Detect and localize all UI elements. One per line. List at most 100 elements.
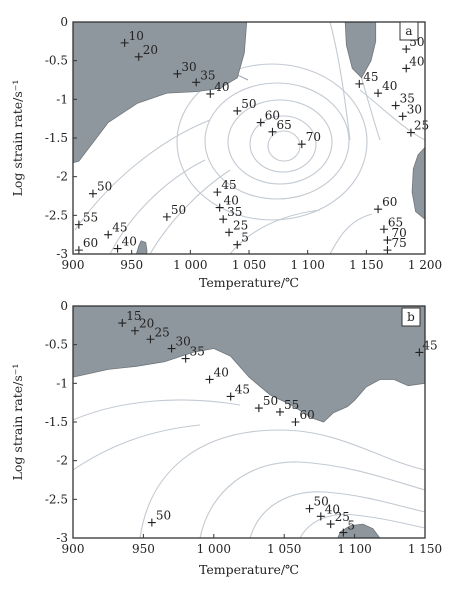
panel-b-contour-marker: 50 — [254, 394, 278, 413]
panel-a-plus-mark — [402, 64, 411, 73]
panel-b-plus-mark — [118, 319, 127, 328]
panel-a-contour-marker: 5 — [233, 231, 249, 249]
panel-b-contour-label: 50 — [156, 509, 171, 523]
panel-a-contour-label: 60 — [83, 236, 98, 250]
panel-a-contour-label: 35 — [200, 68, 215, 82]
panel-a-plus-mark — [74, 220, 83, 229]
panel-b-y-axis-title: Log strain rate/s⁻¹ — [10, 364, 25, 481]
panel-a-x-tick-label: 1 050 — [232, 258, 266, 272]
panel-b-x-tick-label: 1 150 — [408, 542, 442, 556]
panel-b-plus-mark — [326, 520, 335, 529]
panel-a-x-tick-label: 950 — [120, 258, 143, 272]
panel-b-y-tick-label: -3 — [56, 531, 68, 545]
panel-b-contour-label: 5 — [347, 519, 355, 533]
panel-a-plus-mark — [297, 140, 306, 149]
panel-a-contour-label: 50 — [97, 180, 112, 194]
panel-a-contour-marker: 40 — [113, 235, 137, 253]
panel-b-plus-mark — [167, 344, 176, 353]
panel-b-plus-mark — [339, 528, 348, 537]
panel-b-plus-mark — [130, 326, 139, 335]
panel-a-contour-label: 45 — [112, 221, 127, 235]
panel-a-contour-marker: 45 — [213, 178, 237, 197]
panel-a-contour-label: 60 — [265, 109, 280, 123]
panel-b-tag: b — [401, 307, 421, 327]
panel-a-contour-marker: 55 — [74, 211, 98, 229]
panel-a-plus-mark — [113, 244, 122, 253]
panel-a-plus-mark — [383, 236, 392, 245]
panel-a-plus-mark — [162, 212, 171, 221]
panel-b-instability-regions — [73, 306, 425, 538]
panel-a-contour-label: 25 — [414, 119, 429, 133]
panel-a-contour-marker: 60 — [74, 236, 98, 255]
panel-b-contour-label: 50 — [263, 394, 278, 408]
panel-b-contour-label: 25 — [154, 325, 169, 339]
panel-a-plus-mark — [233, 106, 242, 115]
panel-a-plus-mark — [268, 127, 277, 136]
panel-a-contour-label: 40 — [409, 54, 424, 68]
panel-a-instability-region-3 — [411, 146, 425, 220]
panel-b-x-tick-label: 950 — [132, 542, 155, 556]
panel-b-contour-marker: 25 — [326, 510, 350, 529]
panel-a-contour-marker: 35 — [192, 68, 215, 87]
panel-a-contour-label: 30 — [407, 102, 422, 116]
panel-b-contour-marker: 25 — [146, 325, 170, 344]
panel-a-contour-marker: 50 — [162, 203, 186, 221]
panel-b-plus-mark — [146, 335, 155, 344]
panel-b-instability-region-1 — [73, 306, 425, 423]
panel-b-y-tick-label: -2.5 — [45, 492, 68, 506]
panel-a-y-tick-label: -2.5 — [45, 208, 68, 222]
panel-a-x-tick-label: 1 150 — [349, 258, 383, 272]
panel-a-x-axis-title: Temperature/℃ — [199, 275, 299, 290]
panel-a-contour-label: 65 — [388, 215, 403, 229]
panel-b-contour-marker: 45 — [226, 382, 250, 401]
panel-a-contour-label: 35 — [227, 205, 242, 219]
panel-a-plus-mark — [406, 128, 415, 137]
panel-b-contour-label: 50 — [314, 495, 329, 509]
panel-a-label: a — [405, 24, 412, 38]
panel-a-tag: a — [399, 21, 419, 41]
panel-b-contour-label: 45 — [235, 382, 250, 396]
panel-b-x-axis-title: Temperature/℃ — [199, 562, 299, 577]
panel-a-plus-mark — [213, 188, 222, 197]
panel-a-y-tick-label: -1 — [56, 92, 68, 106]
panel-b-contour-marker: 45 — [415, 338, 438, 357]
panel-a: 1020303540506065704550404035302550554560… — [10, 15, 442, 290]
panel-a-contour-label: 60 — [382, 195, 397, 209]
panel-a-plus-mark — [74, 246, 83, 255]
panel-a-contour-marker: 65 — [379, 215, 403, 234]
panel-a-contour-markers: 1020303540506065704550404035302550554560… — [74, 29, 429, 255]
panel-b-contour-marker: 55 — [275, 398, 299, 416]
panel-a-contour-label: 5 — [241, 231, 249, 245]
panel-b-y-tick-label: -1.5 — [45, 415, 68, 429]
panel-a-y-axis-title: Log strain rate/s⁻¹ — [10, 80, 25, 197]
panel-a-instability-regions — [73, 22, 425, 254]
panel-a-plus-mark — [379, 225, 388, 234]
panel-a-contour-label: 50 — [241, 97, 256, 111]
panel-b-contour-marker: 40 — [316, 502, 340, 521]
panel-a-y-tick-label: -2 — [56, 170, 68, 184]
panel-b-contour-label: 60 — [299, 408, 314, 422]
panel-a-contour-marker: 25 — [225, 218, 248, 237]
panel-b-plus-mark — [305, 504, 314, 513]
panel-b-x-ticks: 900 950 1 000 1 050 1 100 1 150 — [62, 534, 442, 556]
panel-a-y-tick-label: -0.5 — [45, 54, 68, 68]
panel-b-y-tick-label: -0.5 — [45, 338, 68, 352]
panel-a-plus-mark — [104, 230, 113, 239]
panel-a-y-tick-label: -1.5 — [45, 131, 68, 145]
panel-b-instability-region-2 — [337, 523, 381, 538]
panel-a-plus-mark — [192, 78, 201, 87]
panel-a-plus-mark — [225, 228, 234, 237]
panel-a-contour-label: 45 — [363, 70, 378, 84]
panel-a-contour-marker: 65 — [268, 118, 292, 136]
panel-a-plus-mark — [391, 101, 400, 110]
panel-a-contour-label: 75 — [391, 236, 406, 250]
panel-b-contour-marker: 40 — [205, 365, 229, 384]
panel-b-plus-mark — [181, 354, 190, 363]
panel-b-contour-label: 40 — [325, 502, 340, 516]
panel-b-y-tick-label: -2 — [56, 454, 68, 468]
panel-a-x-tick-label: 1 100 — [290, 258, 324, 272]
panel-b-contour-label: 35 — [190, 345, 205, 359]
panel-a-contour-marker: 75 — [383, 236, 407, 255]
